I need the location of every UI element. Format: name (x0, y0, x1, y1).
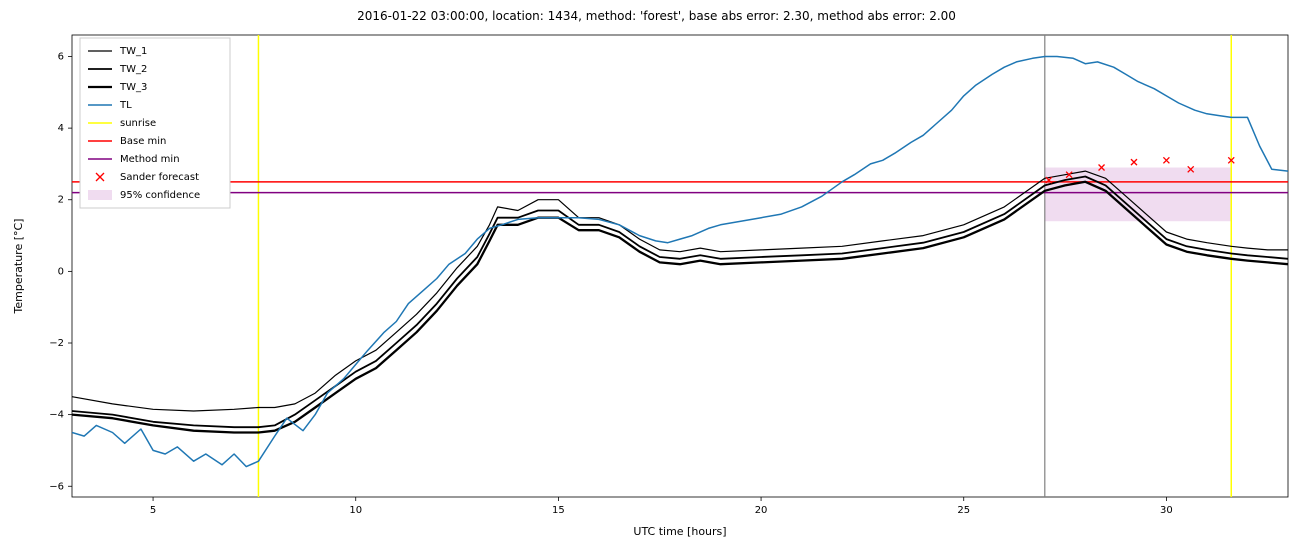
y-tick-label: 2 (58, 195, 64, 206)
legend-label: Method min (120, 154, 180, 165)
legend-label: Sander forecast (120, 172, 199, 183)
y-axis-label: Temperature [°C] (12, 219, 25, 315)
legend-label: 95% confidence (120, 190, 200, 201)
x-tick-label: 15 (552, 505, 565, 516)
y-tick-label: −4 (49, 410, 64, 421)
x-axis-label: UTC time [hours] (633, 525, 726, 538)
legend: TW_1 TW_2 TW_3 TL sunrise Base min Method min S… (80, 38, 230, 208)
y-tick-label: 4 (58, 123, 64, 134)
x-tick-label: 25 (957, 505, 970, 516)
y-tick-label: 6 (58, 51, 64, 62)
y-tick-label: 0 (58, 266, 64, 277)
chart-title: 2016-01-22 03:00:00, location: 1434, met… (357, 9, 956, 23)
y-tick-label: −6 (49, 481, 64, 492)
x-tick-label: 5 (150, 505, 156, 516)
legend-label: TW_1 (119, 46, 147, 57)
legend-label: TW_2 (119, 64, 147, 75)
legend-label: TL (119, 100, 132, 111)
legend-label: TW_3 (119, 82, 147, 93)
legend-swatch (88, 190, 112, 200)
x-tick-label: 20 (755, 505, 768, 516)
legend-label: sunrise (120, 118, 156, 129)
chart-svg: 2016-01-22 03:00:00, location: 1434, met… (0, 0, 1313, 547)
x-tick-label: 30 (1160, 505, 1173, 516)
x-tick-label: 10 (349, 505, 362, 516)
chart-container: 2016-01-22 03:00:00, location: 1434, met… (0, 0, 1313, 547)
legend-label: Base min (120, 136, 166, 147)
y-tick-label: −2 (49, 338, 64, 349)
